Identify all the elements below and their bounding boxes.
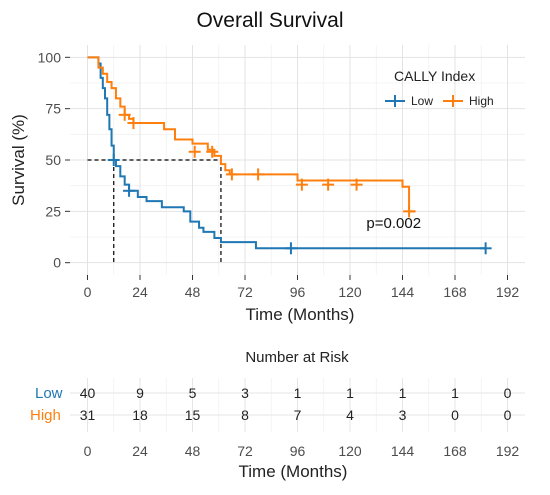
- chart-title: Overall Survival: [196, 9, 343, 32]
- risk-row-label-low: Low: [35, 385, 63, 402]
- risk-cell-high: 0: [504, 407, 512, 423]
- risk-x-tick-label: 192: [496, 443, 520, 459]
- y-axis-ticks: 0 25 50 75 100: [38, 49, 70, 271]
- censor-marks: [107, 108, 492, 255]
- y-tick-label: 75: [45, 101, 61, 117]
- x-tick-label: 72: [237, 284, 253, 300]
- p-value-annotation: p=0.002: [366, 215, 421, 232]
- legend-item-high: High: [443, 94, 494, 108]
- risk-x-tick-label: 96: [290, 443, 306, 459]
- risk-x-tick-label: 72: [237, 443, 253, 459]
- legend-item-low: Low: [385, 94, 433, 108]
- legend-label-high: High: [469, 94, 494, 108]
- x-tick-label: 48: [185, 284, 201, 300]
- risk-cell-high: 8: [241, 407, 249, 423]
- legend: CALLY Index Low High: [385, 68, 494, 108]
- legend-label-low: Low: [411, 94, 433, 108]
- risk-table-grid: [70, 378, 525, 432]
- x-tick-label: 168: [443, 284, 467, 300]
- y-axis-title: Survival (%): [9, 114, 28, 206]
- x-tick-label: 120: [338, 284, 362, 300]
- risk-table-x-axis-title: Time (Months): [239, 462, 348, 481]
- risk-cell-high: 0: [451, 407, 459, 423]
- risk-row-label-high: High: [30, 407, 61, 424]
- y-tick-label: 25: [45, 203, 61, 219]
- risk-cell-high: 18: [132, 407, 148, 423]
- risk-cell-high: 4: [346, 407, 354, 423]
- risk-table-title: Number at Risk: [245, 349, 349, 366]
- risk-x-tick-label: 0: [84, 443, 92, 459]
- x-axis-title: Time (Months): [246, 305, 355, 324]
- y-tick-label: 100: [38, 49, 62, 65]
- risk-x-tick-label: 120: [338, 443, 362, 459]
- x-tick-label: 96: [290, 284, 306, 300]
- risk-cell-high: 3: [399, 407, 407, 423]
- risk-x-tick-label: 168: [443, 443, 467, 459]
- risk-cell-high: 31: [80, 407, 96, 423]
- risk-x-tick-label: 144: [391, 443, 415, 459]
- risk-x-tick-label: 48: [185, 443, 201, 459]
- risk-cell-low: 3: [241, 385, 249, 401]
- survival-curve-low: [87, 56, 486, 250]
- risk-cell-high: 7: [294, 407, 302, 423]
- risk-x-tick-label: 24: [132, 443, 148, 459]
- x-axis-ticks: 0 24 48 72 96 120 144 168 192: [84, 275, 520, 300]
- risk-cell-low: 1: [346, 385, 354, 401]
- risk-cell-low: 1: [294, 385, 302, 401]
- survival-curve-high: [87, 56, 416, 213]
- risk-cell-low: 1: [399, 385, 407, 401]
- risk-cell-high: 15: [185, 407, 201, 423]
- risk-cell-low: 5: [189, 385, 197, 401]
- risk-cell-low: 1: [451, 385, 459, 401]
- legend-title: CALLY Index: [394, 68, 475, 84]
- risk-table-cells: 40 9 5 3 1 1 1 1 031 18 15 8 7 4 3 0 0: [80, 385, 512, 423]
- risk-cell-low: 0: [504, 385, 512, 401]
- risk-cell-low: 40: [80, 385, 96, 401]
- x-tick-label: 192: [496, 284, 520, 300]
- risk-cell-low: 9: [136, 385, 144, 401]
- survival-curves: [87, 56, 486, 250]
- x-tick-label: 0: [84, 284, 92, 300]
- y-tick-label: 0: [53, 255, 61, 271]
- x-tick-label: 24: [132, 284, 148, 300]
- x-tick-label: 144: [391, 284, 415, 300]
- y-tick-label: 50: [45, 152, 61, 168]
- risk-table-x-ticks: 0 24 48 72 96 120 144 168 192: [84, 443, 520, 459]
